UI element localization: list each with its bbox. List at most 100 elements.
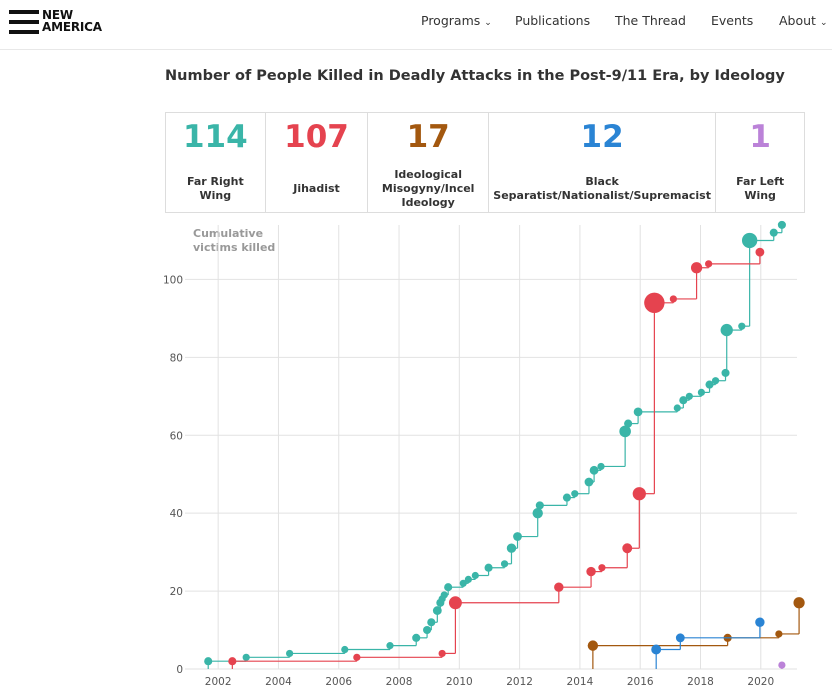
attack-dot	[644, 292, 665, 314]
attack-dot	[432, 606, 442, 615]
attack-dot	[584, 477, 594, 487]
nav-link[interactable]: The Thread	[615, 13, 686, 28]
x-tick-label: 2014	[567, 676, 594, 688]
stat-value: 17	[406, 119, 450, 155]
stat-card: 1 Far Left Wing	[716, 113, 804, 212]
attack-dot	[793, 597, 805, 609]
attack-dot	[571, 490, 579, 498]
nav-link[interactable]: Events	[711, 13, 754, 28]
attack-dot	[535, 501, 544, 510]
logo-icon	[9, 10, 39, 34]
nav-bar: NEW AMERICA Programs ⌄ Publications The …	[0, 0, 832, 50]
attack-dot	[484, 563, 493, 572]
attack-dot	[651, 644, 662, 655]
attack-dot	[622, 543, 633, 554]
attack-dot	[597, 462, 605, 471]
y-tick-label: 0	[176, 664, 183, 676]
attack-dot	[444, 583, 453, 592]
y-tick-label: 80	[170, 352, 183, 364]
stat-card: 17 Ideological Misogyny/Incel Ideology	[368, 113, 489, 212]
attack-dot	[685, 392, 693, 400]
attack-dot	[769, 228, 778, 237]
attack-dot	[353, 653, 361, 661]
attack-dot	[632, 487, 646, 501]
attack-dot	[587, 640, 599, 651]
attack-dot	[513, 532, 522, 541]
x-tick-label: 2018	[687, 676, 714, 688]
attack-dot	[690, 262, 703, 274]
x-tick-label: 2010	[446, 676, 473, 688]
attack-dot	[427, 618, 436, 627]
logo[interactable]: NEW AMERICA	[42, 9, 102, 33]
attack-dot	[448, 596, 462, 610]
page-title: Number of People Killed in Deadly Attack…	[165, 68, 785, 84]
y-axis-label: Cumulative victims killed	[193, 227, 275, 254]
attack-dot	[228, 657, 237, 666]
attack-dot	[633, 407, 643, 417]
nav-link[interactable]: Programs ⌄	[421, 13, 492, 28]
attack-dot	[286, 649, 294, 658]
attack-dot	[562, 493, 572, 502]
logo-line: NEW	[42, 8, 73, 22]
y-tick-label: 20	[170, 586, 183, 598]
attack-dot	[669, 295, 677, 303]
attack-dot	[438, 649, 446, 658]
attack-dot	[341, 645, 349, 654]
attack-dot	[697, 388, 706, 397]
attack-dot	[741, 232, 758, 249]
x-tick-label: 2004	[265, 676, 292, 688]
stat-value: 12	[580, 119, 624, 155]
attack-dot	[755, 247, 765, 257]
attack-dot	[423, 625, 432, 635]
attack-dot	[624, 419, 633, 428]
caret: ⌄	[819, 18, 828, 28]
stat-label: Black Separatist/Nationalist/Supremacist	[493, 175, 711, 202]
nav-link[interactable]: About ⌄	[779, 13, 828, 28]
attack-dot	[412, 633, 421, 642]
attack-dot	[675, 633, 685, 643]
y-tick-label: 100	[163, 274, 183, 286]
x-tick-label: 2020	[747, 676, 774, 688]
logo-line: AMERICA	[42, 20, 102, 34]
x-tick-label: 2016	[627, 676, 654, 688]
attack-dot	[705, 260, 713, 268]
attack-dot	[242, 653, 250, 661]
x-tick-label: 2006	[325, 676, 352, 688]
stat-row: 114 Far Right Wing 107 Jihadist 17 Ideologica…	[165, 112, 805, 213]
attack-dot	[778, 661, 786, 669]
attack-dot	[204, 657, 213, 666]
attack-dot	[440, 591, 448, 599]
nav-link[interactable]: Publications	[515, 13, 591, 28]
x-tick-label: 2002	[205, 676, 232, 688]
attack-dot	[500, 560, 509, 568]
stat-card: 12 Black Separatist/Nationalist/Supremaci…	[489, 113, 717, 212]
stat-value: 1	[749, 119, 771, 155]
attack-dot	[619, 425, 631, 438]
attack-dot	[738, 322, 746, 330]
attack-dot	[705, 380, 714, 389]
attack-dot	[532, 507, 543, 519]
caret: ⌄	[484, 18, 492, 28]
stat-value: 107	[284, 119, 349, 155]
stat-card: 114 Far Right Wing	[166, 113, 266, 212]
attack-dot	[721, 368, 730, 377]
nav-text: Programs	[421, 13, 481, 28]
attack-dot	[459, 579, 467, 587]
stat-label: Far Right Wing	[186, 175, 244, 202]
y-tick-label: 60	[170, 430, 183, 442]
attack-dot	[777, 220, 786, 229]
attack-dot	[673, 404, 681, 412]
attack-dot	[471, 571, 479, 580]
y-tick-label: 40	[170, 508, 183, 520]
attack-dot	[598, 564, 606, 572]
attack-dot	[554, 582, 564, 592]
stat-card: 107 Jihadist	[266, 113, 369, 212]
stat-label: Far Left Wing	[736, 175, 785, 202]
x-tick-label: 2008	[386, 676, 413, 688]
attack-dot	[775, 630, 783, 638]
attack-dot	[679, 396, 688, 405]
attack-dot	[755, 617, 765, 627]
stat-label: Jihadist	[293, 182, 340, 195]
